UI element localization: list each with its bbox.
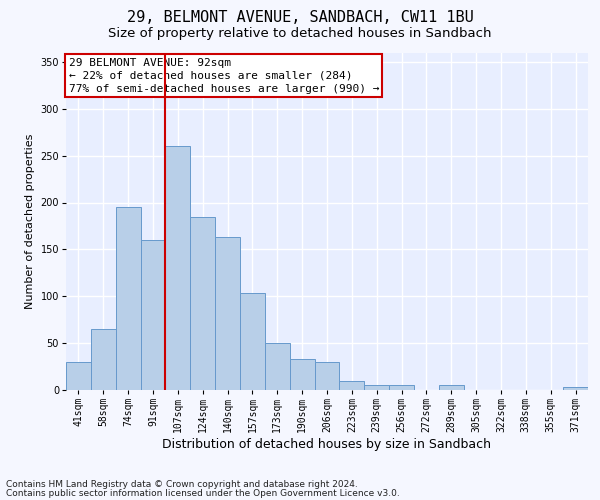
Bar <box>91 329 116 390</box>
Bar <box>215 237 240 390</box>
Text: Contains public sector information licensed under the Open Government Licence v3: Contains public sector information licen… <box>6 488 400 498</box>
Bar <box>439 386 464 390</box>
Text: Size of property relative to detached houses in Sandbach: Size of property relative to detached ho… <box>108 28 492 40</box>
Text: 29 BELMONT AVENUE: 92sqm
← 22% of detached houses are smaller (284)
77% of semi-: 29 BELMONT AVENUE: 92sqm ← 22% of detach… <box>68 58 379 94</box>
Bar <box>190 216 215 390</box>
Text: Contains HM Land Registry data © Crown copyright and database right 2024.: Contains HM Land Registry data © Crown c… <box>6 480 358 489</box>
Bar <box>290 359 314 390</box>
Bar <box>340 380 364 390</box>
Bar <box>116 207 140 390</box>
X-axis label: Distribution of detached houses by size in Sandbach: Distribution of detached houses by size … <box>163 438 491 451</box>
Bar <box>389 386 414 390</box>
Bar <box>240 294 265 390</box>
Bar <box>364 386 389 390</box>
Text: 29, BELMONT AVENUE, SANDBACH, CW11 1BU: 29, BELMONT AVENUE, SANDBACH, CW11 1BU <box>127 10 473 25</box>
Bar <box>563 387 588 390</box>
Y-axis label: Number of detached properties: Number of detached properties <box>25 134 35 309</box>
Bar <box>140 240 166 390</box>
Bar <box>66 362 91 390</box>
Bar <box>166 146 190 390</box>
Bar <box>314 362 340 390</box>
Bar <box>265 343 290 390</box>
